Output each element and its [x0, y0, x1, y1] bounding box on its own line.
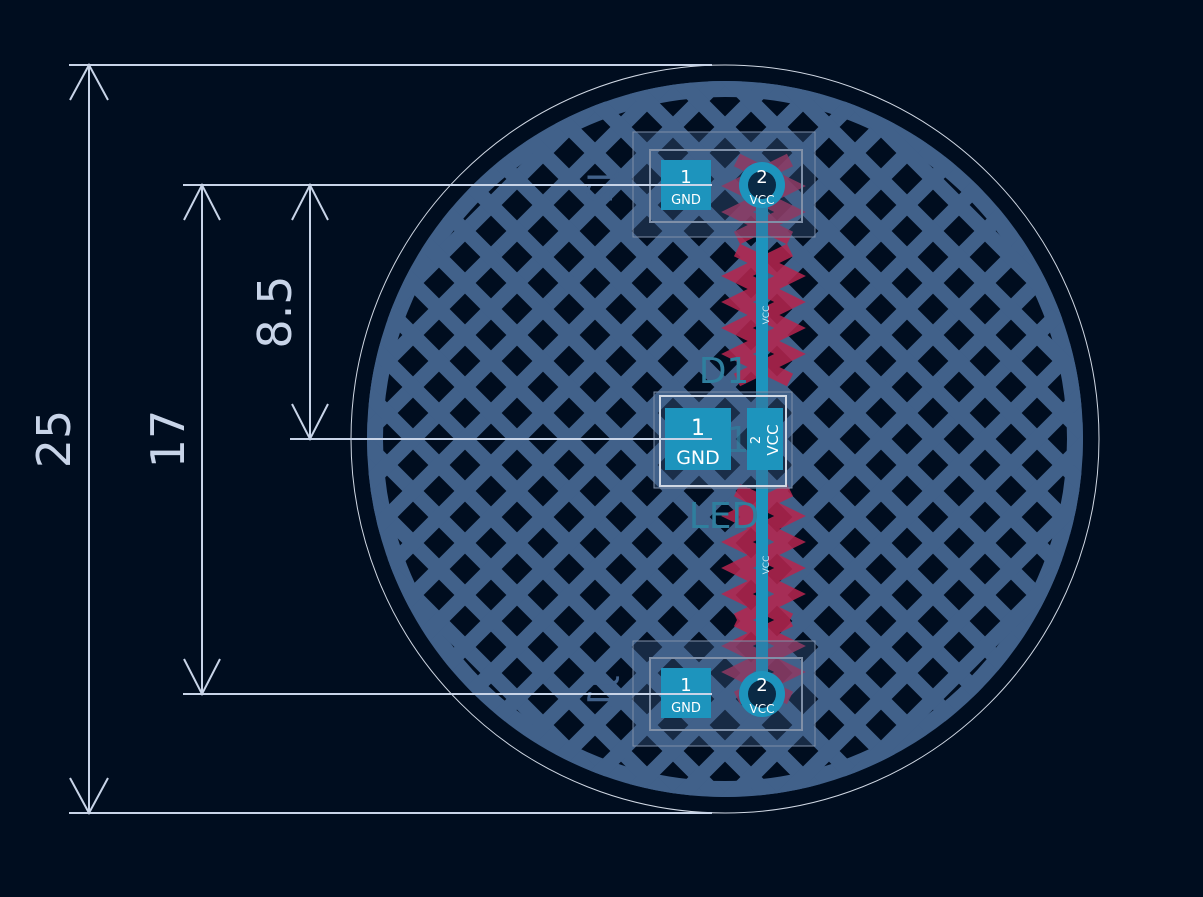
led-d1-back-marker: 1	[727, 420, 750, 461]
connector-bottom-pad-1-net: GND	[671, 701, 701, 716]
vcc-track-label-top: VCC	[762, 306, 772, 325]
zone-hatch-line	[715, 81, 1083, 797]
led-d1-pad-2-net: VCC	[764, 424, 782, 455]
connector-top-pad-2-hole	[748, 171, 776, 199]
connector-bottom-pad-1-number: 1	[680, 675, 691, 696]
vcc-track-label-bottom: VCC	[762, 556, 772, 575]
connector-bottom-pad-2-net: VCC	[750, 702, 775, 716]
zone-hatch-line	[367, 81, 787, 797]
zone-hatch-line	[367, 81, 683, 797]
dimension-8-5-label: 8.5	[248, 275, 302, 348]
led-d1-pad-1-number: 1	[691, 416, 705, 441]
zone-hatch-line	[455, 81, 1083, 797]
zone-hatch-line	[507, 81, 1083, 797]
connector-bottom-pad-2-hole	[748, 680, 776, 708]
zone-hatch-line	[767, 81, 1083, 797]
zone-hatch-line	[403, 81, 1083, 797]
dimension-17	[183, 182, 712, 697]
zone-hatch-line	[767, 81, 1083, 797]
dimension-17-label: 17	[141, 410, 195, 469]
dimension-8-5	[290, 182, 712, 442]
led-d1-reference: D1	[699, 351, 750, 392]
led-d1-pad-2[interactable]	[747, 408, 783, 470]
led-d1-pad-2-number: 2	[749, 436, 764, 444]
led-d1-pad-1-net: GND	[676, 447, 720, 469]
dimension-25	[69, 62, 712, 816]
connector-top-pad-2-number: 2	[756, 167, 767, 188]
connector-top[interactable]: J2 1 GND 2 VCC	[581, 131, 816, 238]
zone-hatch-line	[367, 81, 735, 797]
connector-top-pad-2-net: VCC	[750, 193, 775, 207]
zone-hatch-line	[367, 81, 787, 797]
led-d1-value: LED	[689, 496, 760, 537]
led-d1-silkscreen	[659, 395, 787, 487]
dimension-25-label: 25	[27, 410, 81, 469]
connector-top-back-reference: J2	[581, 170, 621, 204]
connector-bottom-pad-2-number: 2	[756, 675, 767, 696]
zone-hatch-line	[611, 81, 1083, 797]
connector-top-pad-1-net: GND	[671, 193, 701, 208]
zone-hatch-line	[367, 81, 735, 797]
connector-top-pad-1-number: 1	[680, 167, 691, 188]
zone-hatch-line	[663, 81, 1083, 797]
zone-hatch-line	[663, 81, 1083, 797]
zone-hatch-line	[367, 81, 683, 797]
zone-hatch-line	[559, 81, 1083, 797]
zone-hatch-line	[715, 81, 1083, 797]
led-d1[interactable]: D1 1 GND 1 2 VCC LED	[653, 351, 793, 537]
